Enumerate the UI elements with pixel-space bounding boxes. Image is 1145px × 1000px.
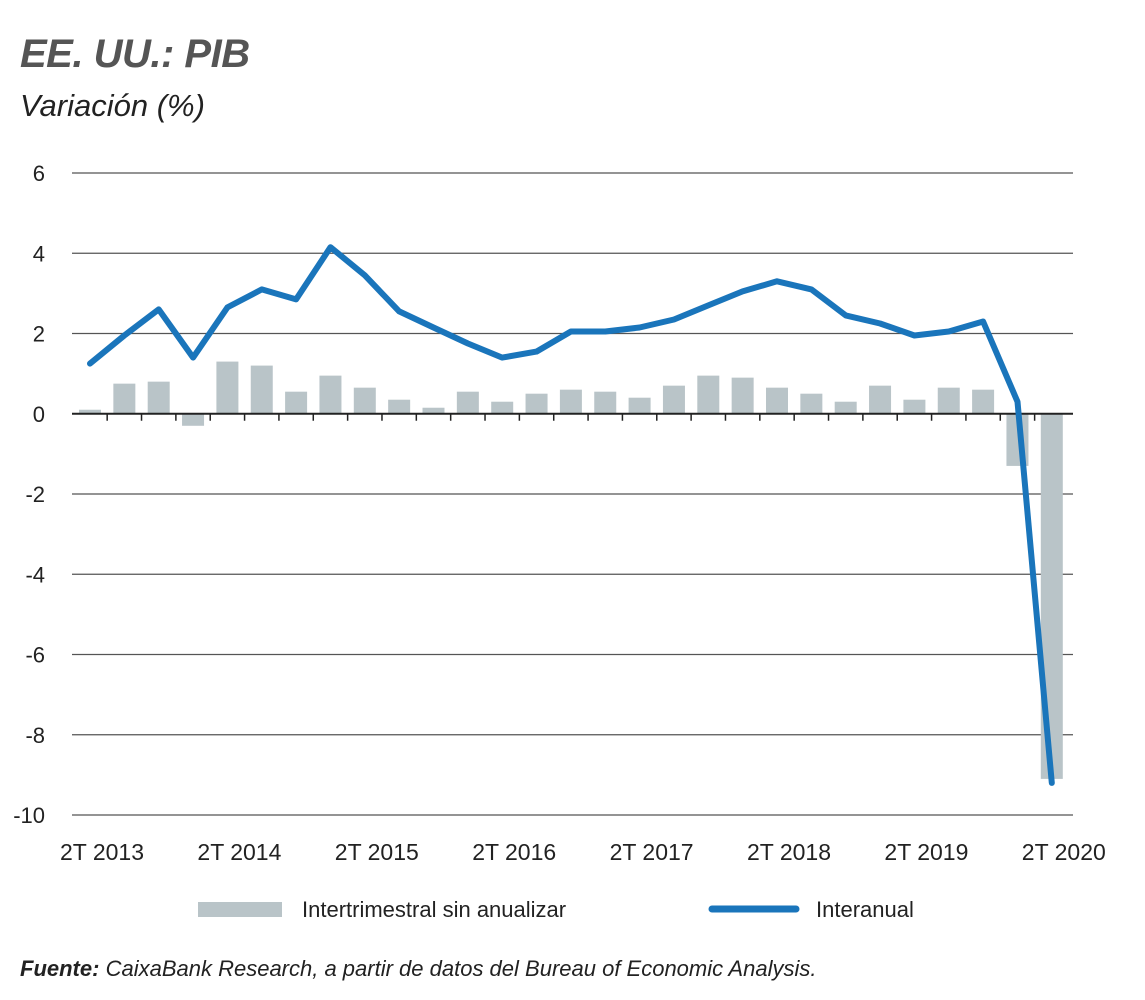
bar-intertrimestral: [456, 391, 479, 414]
y-tick-label: -6: [25, 643, 45, 668]
x-tick-label: 2T 2015: [335, 839, 419, 865]
bar-intertrimestral: [285, 391, 308, 414]
bar-intertrimestral: [250, 365, 273, 414]
bar-intertrimestral: [525, 393, 548, 414]
legend: Intertrimestral sin anualizar Interanual: [198, 897, 914, 922]
bar-intertrimestral: [800, 393, 823, 414]
x-tick-label: 2T 2014: [197, 839, 281, 865]
x-tick-label: 2T 2020: [1022, 839, 1106, 865]
y-tick-label: -2: [25, 482, 45, 507]
source-text: CaixaBank Research, a partir de datos de…: [105, 956, 817, 981]
x-tick-label: 2T 2013: [60, 839, 144, 865]
bar-intertrimestral: [662, 385, 685, 414]
bar-intertrimestral: [353, 387, 376, 414]
bar-intertrimestral: [697, 375, 720, 414]
bar-intertrimestral: [422, 407, 445, 414]
x-tick-label: 2T 2017: [610, 839, 694, 865]
bar-intertrimestral: [766, 387, 788, 414]
y-tick-label: -10: [13, 803, 45, 828]
y-tick-label: -4: [25, 562, 45, 587]
source-note: Fuente: CaixaBank Research, a partir de …: [20, 956, 816, 982]
x-tick-label: 2T 2016: [472, 839, 556, 865]
bar-intertrimestral: [388, 399, 411, 414]
x-tick-label: 2T 2018: [747, 839, 831, 865]
y-tick-label: 0: [33, 402, 45, 427]
bar-intertrimestral: [216, 361, 239, 414]
bar-intertrimestral: [628, 397, 651, 414]
legend-line-label: Interanual: [816, 897, 914, 922]
y-tick-label: -8: [25, 723, 45, 748]
source-label: Fuente:: [20, 956, 100, 981]
axis-layer: 6 4 2 0 -2 -4 -6 -8 -10 2T 2013 2T 2014 2T 2015 2T 2…: [13, 161, 1106, 865]
legend-bar-label: Intertrimestral sin anualizar: [302, 897, 566, 922]
bar-intertrimestral: [869, 385, 892, 414]
gdp-chart: 6 4 2 0 -2 -4 -6 -8 -10 2T 2013 2T 2014 2T 2015 2T 2…: [13, 161, 1106, 922]
bar-intertrimestral: [319, 375, 342, 414]
line-layer: [87, 244, 1055, 786]
bar-intertrimestral: [491, 401, 514, 414]
legend-bar-swatch: [198, 902, 282, 917]
y-tick-label: 2: [33, 322, 45, 347]
bar-intertrimestral: [79, 409, 101, 414]
bar-intertrimestral: [903, 399, 926, 414]
chart-title: EE. UU.: PIB: [20, 32, 250, 76]
bar-intertrimestral: [113, 383, 136, 414]
bar-intertrimestral: [559, 389, 582, 414]
bar-intertrimestral: [937, 387, 960, 414]
bar-intertrimestral: [147, 381, 170, 414]
bar-intertrimestral: [594, 391, 617, 414]
bar-intertrimestral: [182, 413, 205, 426]
bar-intertrimestral: [972, 389, 995, 414]
bars-layer: [79, 361, 1063, 779]
y-tick-label: 4: [33, 241, 45, 266]
bar-intertrimestral: [1040, 413, 1063, 779]
x-tick-label: 2T 2019: [884, 839, 968, 865]
y-tick-label: 6: [33, 161, 45, 186]
bar-intertrimestral: [731, 377, 754, 414]
bar-intertrimestral: [834, 401, 857, 414]
line-interanual: [87, 244, 1055, 786]
chart-subtitle: Variación (%): [20, 88, 205, 123]
grid-layer: [72, 172, 1073, 816]
